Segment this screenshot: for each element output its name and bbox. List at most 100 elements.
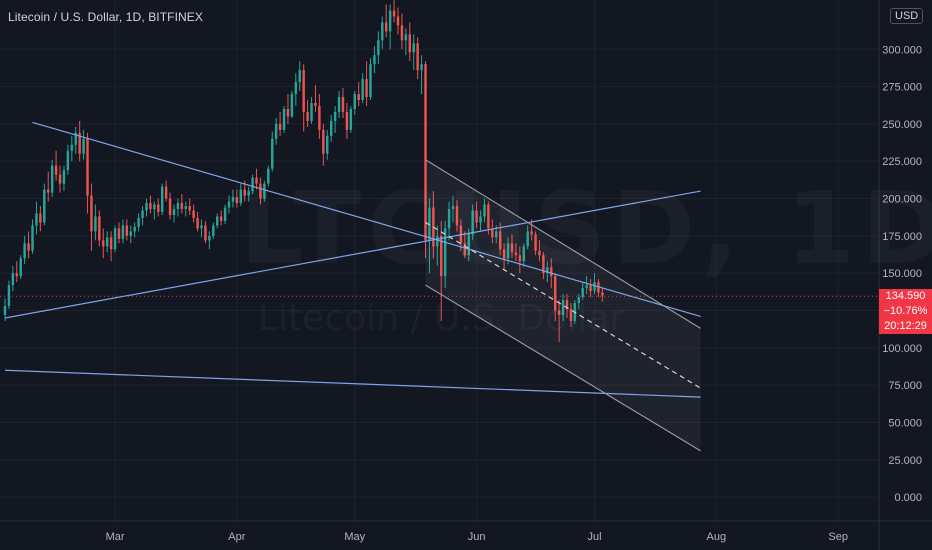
candle-body (510, 243, 514, 253)
price-tick-label: 75.000 (888, 380, 922, 392)
candle-body (94, 216, 97, 232)
drawings[interactable] (4, 121, 701, 452)
candle-body (157, 204, 160, 212)
candle-body (192, 210, 195, 218)
current-price-label: 134.590 −10.76% 20:12:29 (879, 289, 932, 335)
candle-body (200, 225, 203, 229)
candle-body (495, 231, 498, 238)
price-tick-label: 250.000 (882, 119, 922, 131)
candle-body (90, 195, 93, 232)
candle-body (98, 216, 101, 241)
candles (3, 0, 604, 342)
candle-body (82, 138, 85, 154)
candle-body (581, 288, 584, 298)
time-tick-label: Jul (587, 531, 601, 543)
price-tick-label: 150.000 (882, 268, 922, 280)
candle-body (384, 22, 388, 32)
candle-body (212, 225, 215, 236)
candle-body (412, 43, 415, 53)
time-axis[interactable]: Mar Apr May Jun Jul Aug Sep (106, 531, 848, 543)
candle-body (62, 170, 66, 184)
candle-body (247, 191, 250, 196)
candle-body (381, 22, 384, 41)
candle-body (239, 189, 243, 204)
candle-body (337, 97, 341, 112)
candle-body (113, 228, 117, 250)
candle-body (506, 243, 510, 259)
candle-body (534, 234, 537, 251)
currency-button[interactable]: USD (890, 8, 924, 24)
candle-body (216, 216, 219, 226)
symbol-title[interactable]: Litecoin / U.S. Dollar, 1D, BITFINEX (8, 10, 203, 24)
candle-body (3, 306, 7, 315)
candle-body (341, 97, 345, 112)
candle-body (219, 216, 223, 221)
candle-body (443, 228, 447, 277)
price-tick-label: 225.000 (882, 156, 922, 168)
candle-body (314, 103, 317, 106)
price-tick-label: 25.000 (888, 455, 922, 467)
candle-body (282, 108, 286, 130)
candle-body (577, 297, 580, 304)
candle-body (436, 235, 439, 247)
candle-body (259, 183, 262, 199)
candle-body (467, 234, 470, 256)
candle-body (66, 150, 70, 171)
candle-body (19, 258, 22, 277)
price-tick-label: 175.000 (882, 231, 922, 243)
candle-body (129, 231, 132, 236)
candle-body (361, 79, 364, 101)
candle-body (74, 132, 77, 145)
candle-body (593, 282, 596, 292)
candle-body (451, 206, 455, 209)
channel-lower-line[interactable] (425, 284, 701, 452)
candle-body (388, 10, 392, 32)
candle-body (565, 300, 569, 310)
candle-body (518, 255, 522, 262)
candle-body (369, 64, 372, 98)
trendline[interactable] (32, 121, 701, 318)
candle-body (86, 138, 89, 196)
candle-body (530, 231, 533, 235)
channel-upper-line[interactable] (425, 159, 701, 329)
candle-body (227, 201, 231, 208)
candle-body (487, 204, 490, 229)
trendline[interactable] (4, 190, 701, 319)
candle-body (483, 204, 486, 217)
candle-body (424, 64, 427, 241)
candle-body (514, 252, 518, 256)
time-tick-label: May (344, 531, 365, 543)
candle-body (502, 249, 506, 259)
candle-body (105, 237, 109, 247)
candle-body (11, 273, 15, 286)
candle-body (542, 255, 545, 274)
candle-body (168, 198, 172, 215)
price-tick-label: 0.000 (894, 492, 922, 504)
candle-body (251, 177, 254, 192)
candle-body (278, 123, 282, 130)
candle-body (538, 250, 541, 256)
candle-body (117, 228, 121, 239)
candle-body (349, 108, 353, 130)
price-axis[interactable]: 0.00025.00050.00075.000100.000125.000150… (882, 44, 922, 504)
time-tick-label: Jun (468, 531, 486, 543)
candle-body (149, 203, 152, 209)
candle-body (475, 210, 478, 223)
candle-body (440, 235, 443, 277)
candle-body (196, 217, 199, 229)
trendline[interactable] (4, 369, 701, 398)
candle-body (298, 70, 301, 83)
candle-body (353, 94, 356, 109)
candle-body (7, 285, 11, 307)
candle-body (404, 34, 408, 41)
candle-body (326, 135, 329, 154)
candle-body (43, 189, 46, 223)
candle-body (471, 210, 474, 235)
candle-body (176, 203, 180, 209)
candle-body (416, 43, 419, 71)
candle-body (184, 206, 187, 209)
price-tick-label: 200.000 (882, 194, 922, 206)
candle-body (557, 310, 561, 315)
